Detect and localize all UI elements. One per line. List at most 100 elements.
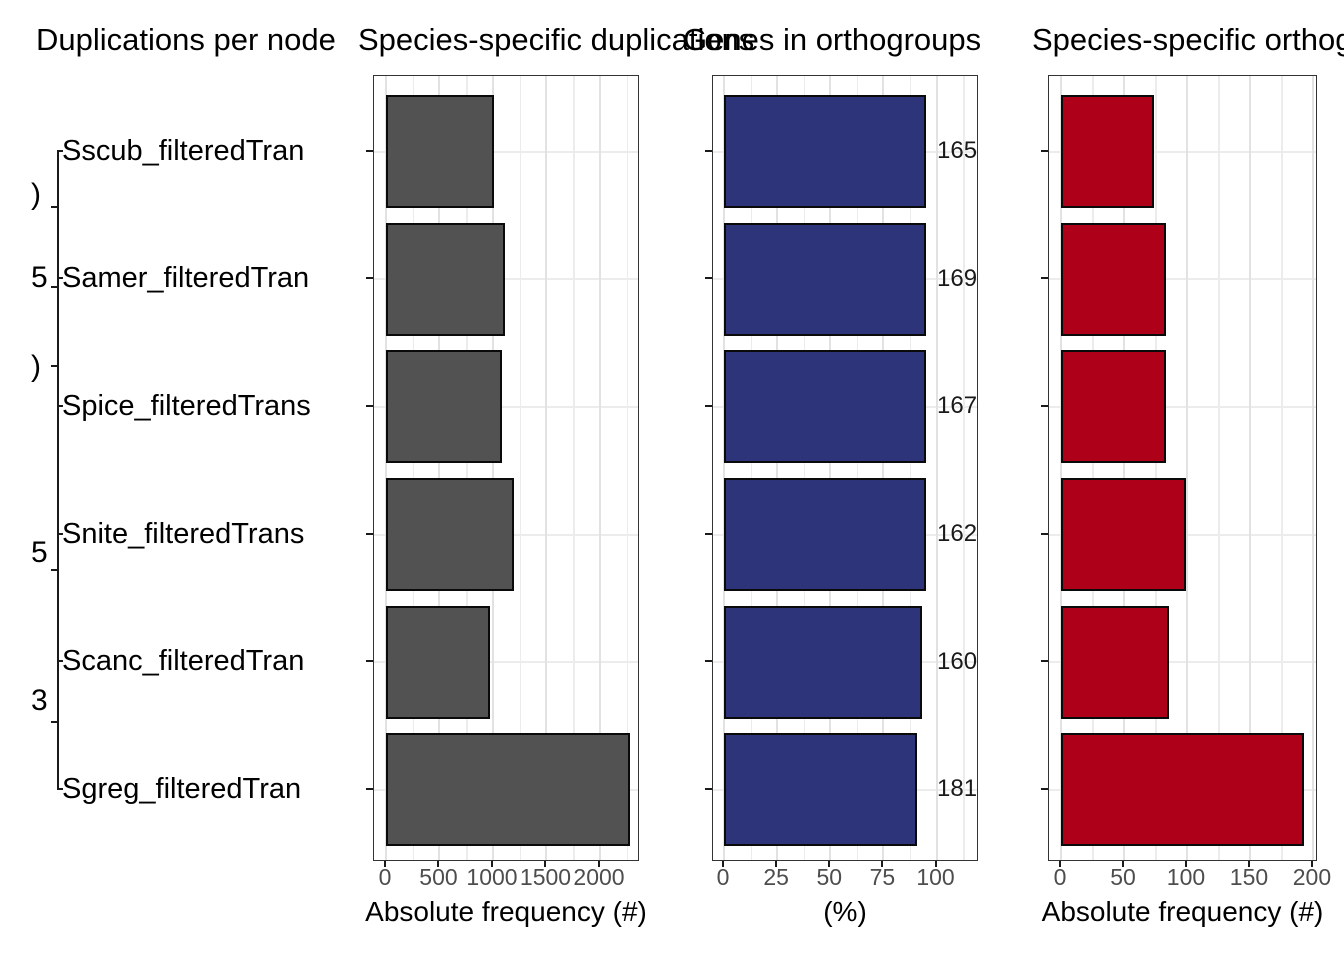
x-axis-tick <box>597 861 600 867</box>
panel-title: Duplications per node <box>36 22 336 57</box>
bar <box>386 733 630 847</box>
bar <box>724 478 926 591</box>
x-axis-tick <box>828 861 831 867</box>
tree-tip-label: Sscub_filteredTran <box>62 134 305 167</box>
tree-node-tick <box>51 721 57 723</box>
gridline-major <box>829 76 832 860</box>
x-axis-tick-label: 0 <box>378 864 392 890</box>
x-axis-tick-label: 200 <box>1292 864 1332 890</box>
panel-title: Species-specific duplications <box>358 22 755 57</box>
x-axis-tick-label: 0 <box>716 864 730 890</box>
bar <box>1061 350 1166 464</box>
bar-panel <box>1048 75 1317 861</box>
panel-title: Species-specific orthogroups <box>1032 22 1344 57</box>
x-axis-tick-label: 1000 <box>466 864 518 890</box>
gridline-minor <box>626 76 629 860</box>
y-axis-tick <box>1041 149 1048 152</box>
x-axis-tick <box>934 861 937 867</box>
panel-title: Genes in orthogroups <box>683 22 982 57</box>
tree-tip-label: Snite_filteredTrans <box>62 517 305 550</box>
gridline-major <box>598 76 601 860</box>
x-axis-tick-label: 75 <box>869 864 896 890</box>
bar <box>1061 95 1155 208</box>
tree-node-tick <box>51 569 57 571</box>
gridline-minor <box>412 76 415 860</box>
bar <box>1061 733 1305 847</box>
gridline-horizontal <box>1049 150 1316 153</box>
bar <box>724 350 926 464</box>
y-axis-tick <box>366 277 373 280</box>
x-axis-title: Absolute frequency (#) <box>365 896 647 927</box>
gridline-minor <box>750 76 753 860</box>
gridline-major <box>1248 76 1251 860</box>
y-axis-tick <box>366 404 373 407</box>
y-axis-tick <box>705 787 712 790</box>
x-axis-tick <box>1247 861 1250 867</box>
x-axis-tick-label: 50 <box>816 864 843 890</box>
gridline-minor <box>573 76 575 860</box>
bar <box>724 222 926 336</box>
bar-value-label: 165 <box>937 137 978 164</box>
y-axis-tick <box>366 532 373 535</box>
x-axis-tick <box>544 861 547 867</box>
gridline-minor <box>856 76 859 860</box>
y-axis-tick <box>1041 277 1048 280</box>
x-axis-tick <box>1310 861 1313 867</box>
gridline-major <box>491 76 494 860</box>
x-axis-tick <box>490 861 493 867</box>
gridline-horizontal <box>1049 661 1316 664</box>
bar <box>1061 222 1166 336</box>
bar <box>724 605 922 719</box>
gridline-horizontal <box>374 405 638 408</box>
tree-tip-label: Sgreg_filteredTran <box>62 772 302 805</box>
bar-panel <box>373 75 639 861</box>
bar-value-label: 162 <box>937 520 978 547</box>
bar <box>724 733 918 847</box>
x-axis-tick-label: 50 <box>1110 864 1136 890</box>
tree-node-label: ) <box>31 178 41 211</box>
gridline-major <box>1122 76 1125 860</box>
x-axis-tick-label: 0 <box>1053 864 1067 890</box>
x-axis-tick-label: 100 <box>916 864 955 890</box>
y-axis-tick <box>705 149 712 152</box>
tree-tip-label: Samer_filteredTran <box>62 262 310 295</box>
bar <box>386 478 514 591</box>
tree-tip-label: Scanc_filteredTran <box>62 645 305 678</box>
y-axis-tick <box>366 660 373 663</box>
tree-node-label: 3 <box>31 684 48 717</box>
gridline-minor <box>1155 76 1157 860</box>
gridline-major <box>385 76 387 860</box>
bar-panel: 165 169 167 162 160 1813 <box>712 75 978 861</box>
gridline-minor <box>963 76 965 860</box>
x-axis-tick-label: 500 <box>419 864 458 890</box>
y-axis-tick <box>705 532 712 535</box>
y-axis-tick <box>705 404 712 407</box>
gridline-horizontal <box>374 278 638 281</box>
bar-value-label: 1813 <box>937 775 978 803</box>
bar <box>1061 478 1186 591</box>
gridline-horizontal <box>374 150 638 153</box>
y-axis-tick <box>1041 532 1048 535</box>
gridline-horizontal <box>1049 278 1316 281</box>
gridline-minor <box>519 76 522 860</box>
bar <box>386 350 502 464</box>
gridline-horizontal <box>374 661 638 664</box>
gridline-minor <box>1218 76 1220 860</box>
y-axis-tick <box>705 660 712 663</box>
tree-tip-branch <box>57 787 63 790</box>
tree-tip-label: Spice_filteredTrans <box>62 389 310 422</box>
x-axis-tick <box>1121 861 1124 867</box>
gridline-minor <box>466 76 468 860</box>
gridline-minor <box>909 76 912 860</box>
bar <box>386 605 490 719</box>
x-axis-title: (%) <box>823 896 867 927</box>
tree-node-label: 5 <box>31 261 48 294</box>
gridline-major <box>776 76 779 860</box>
x-axis-tick <box>881 861 884 867</box>
tree-tip-branch <box>57 404 63 407</box>
gridline-minor <box>803 76 806 860</box>
bar <box>724 95 926 208</box>
tree-node-tick <box>51 365 57 367</box>
x-axis-tick <box>775 861 778 867</box>
